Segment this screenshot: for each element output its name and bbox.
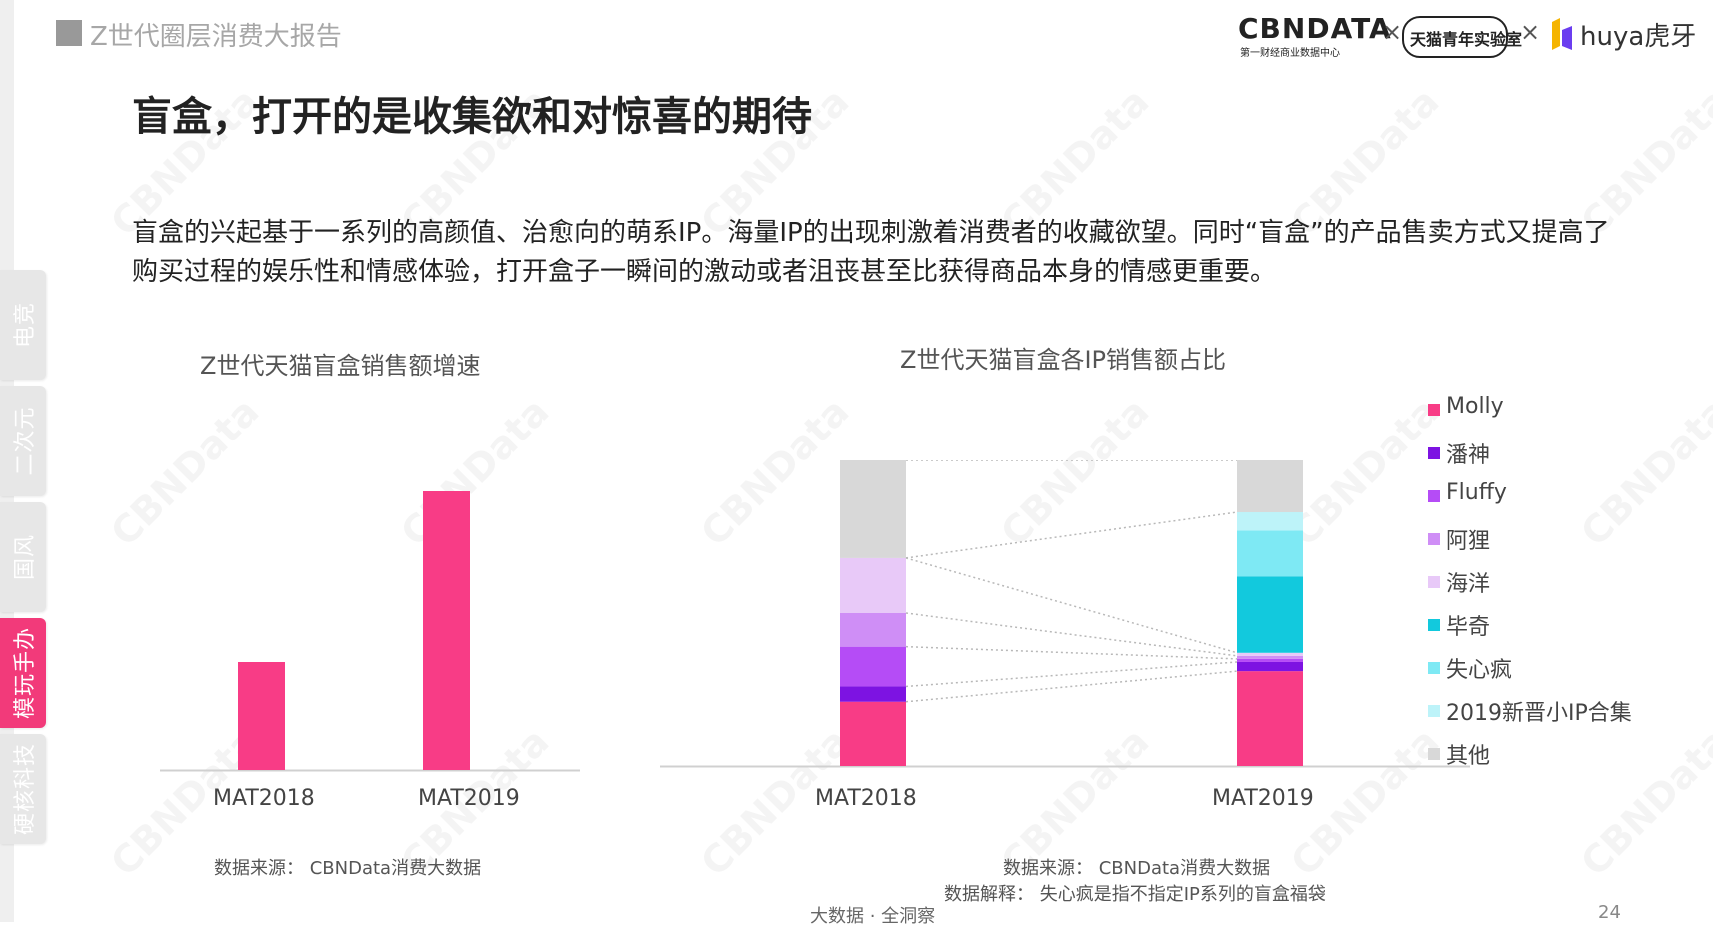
bar [238,662,285,770]
legend-item: 毕奇 [1428,609,1688,640]
cbndata-logo: CBNDATA [1238,12,1392,45]
legend-label: 毕奇 [1446,615,1491,640]
side-tab-label: 模玩手办 [13,626,38,720]
stacked-segment [1237,661,1303,672]
stacked-segment [840,460,906,558]
connector-line [905,661,1238,688]
tmall-lab-logo: 天猫青年实验室 [1402,16,1522,58]
stacked-segment [1237,576,1303,653]
page-number: 24 [1598,902,1621,923]
connector-line [905,612,1238,657]
tmall-lab-logo-text: 天猫青年实验室 [1410,30,1523,49]
legend-label: Fluffy [1446,480,1507,505]
right-data-source: 数据来源： CBNData消费大数据 [1003,858,1271,879]
huya-mark-icon [1552,18,1572,50]
connector-line [905,670,1238,703]
legend-swatch [1428,619,1440,631]
x-tick-label: MAT2018 [815,786,917,811]
side-tab-guofeng[interactable]: 国风 [0,502,46,612]
stacked-segment [1237,652,1303,656]
side-tab-label: 电竞 [13,301,38,349]
intro-paragraph: 盲盒的兴起基于一系列的高颜值、治愈向的萌系IP。海量IP的出现刺激着消费者的收藏… [132,218,1610,287]
stacked-segment [1237,530,1303,577]
legend-item: 2019新晋小IP合集 [1428,695,1688,726]
side-tab-esports[interactable]: 电竞 [0,270,46,380]
legend-item: 失心疯 [1428,652,1688,683]
right-data-explanation: 数据解释： 失心疯是指不指定IP系列的盲盒福袋 [944,884,1326,905]
right-chart-title: Z世代天猫盲盒各IP销售额占比 [900,346,1226,374]
legend-swatch [1428,748,1440,760]
stacked-segment [840,701,906,766]
stacked-segment [1237,512,1303,531]
legend-label: 失心疯 [1446,658,1513,683]
side-tab-label: 硬核科技 [13,742,38,836]
side-tab-label: 二次元 [13,406,38,476]
x-tick-label: MAT2019 [1212,786,1314,811]
legend-swatch [1428,662,1440,674]
connector-line [905,511,1238,559]
stacked-segment [840,686,906,702]
page-title: 盲盒，打开的是收集欲和对惊喜的期待 [132,94,812,140]
legend-swatch [1428,533,1440,545]
stacked-segment [1237,655,1303,659]
side-tab-label: 国风 [13,533,38,581]
stacked-segment [1237,658,1303,662]
legend-swatch [1428,447,1440,459]
legend-item: 海洋 [1428,566,1688,597]
side-tab-acg[interactable]: 二次元 [0,386,46,496]
x-tick-label: MAT2018 [213,786,315,811]
legend-swatch [1428,490,1440,502]
ip-share-stacked-chart [660,460,1470,768]
logo-separator: × [1520,18,1541,46]
legend-swatch [1428,705,1440,717]
legend-label: 阿狸 [1446,529,1491,554]
side-tab-tech[interactable]: 硬核科技 [0,734,46,844]
partner-logos: CBNDATA 第一财经商业数据中心 × 天猫青年实验室 × huya虎牙 [1230,12,1700,59]
connector-line [905,557,1238,654]
legend-item: 潘神 [1428,437,1688,468]
report-title: Z世代圈层消费大报告 [90,22,342,52]
side-tab-figures[interactable]: 模玩手办 [0,618,46,728]
stacked-segment [1237,460,1303,513]
connector-line [905,645,1238,660]
stacked-segment [840,646,906,687]
legend-item: 其他 [1428,738,1688,769]
logo-separator: × [1382,18,1403,46]
legend-label: Molly [1446,394,1504,419]
bar [423,491,470,770]
left-data-source: 数据来源： CBNData消费大数据 [214,858,482,879]
stacked-segment [1237,671,1303,766]
legend-item: Fluffy [1428,480,1688,510]
footer-slogan: 大数据 · 全洞察 [810,906,936,927]
legend-swatch [1428,576,1440,588]
cbndata-logo-subtitle: 第一财经商业数据中心 [1240,48,1340,59]
legend-label: 其他 [1446,744,1491,769]
legend-item: Molly [1428,394,1688,424]
stacked-segment [840,557,906,613]
legend-swatch [1428,404,1440,416]
x-tick-label: MAT2019 [418,786,520,811]
growth-bar-chart [160,491,580,772]
huya-logo: huya虎牙 [1580,22,1697,52]
stacked-segment [840,613,906,647]
header-marker [56,20,82,46]
legend-label: 潘神 [1446,443,1491,468]
left-chart-title: Z世代天猫盲盒销售额增速 [200,352,481,380]
legend-label: 海洋 [1446,572,1491,597]
legend-item: 阿狸 [1428,523,1688,554]
legend-label: 2019新晋小IP合集 [1446,701,1632,726]
